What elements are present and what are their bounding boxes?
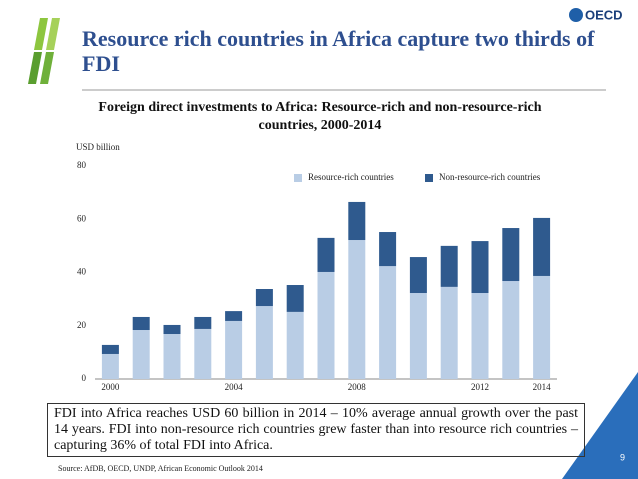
y-tick-label: 60 [77,213,87,223]
bar-segment [286,311,304,379]
bar-segment [317,271,335,379]
bar-segment [379,232,397,267]
legend-label: Non-resource-rich countries [439,172,541,182]
bar-segment [317,237,335,272]
bar-segment [409,257,427,294]
logo-globe [569,8,583,22]
bar-segment [194,316,212,329]
bar-segment [533,275,551,379]
bar-segment [255,289,273,307]
bar-segment [132,330,150,379]
y-tick-label: 0 [82,373,87,383]
source: Source: AfDB, OECD, UNDP, African Econom… [58,464,263,473]
bar-segment [286,285,304,312]
x-tick-label: 2014 [533,382,552,392]
bar-segment [194,328,212,379]
bar-segment [101,353,119,379]
bar-segment [348,240,366,379]
bar-segment [163,324,181,335]
legend-swatch [294,174,302,182]
logo-slash [34,18,48,50]
bar-segment [502,228,520,282]
bar-segment [163,334,181,379]
corner-triangle [562,372,638,479]
logo-slash [40,52,54,84]
logo-slash [28,52,42,84]
page-number: 9 [620,452,625,462]
y-tick-label: 40 [77,267,87,277]
x-tick-label: 2012 [471,382,489,392]
y-tick-label: 80 [77,160,87,170]
bar-segment [440,286,458,379]
callout: FDI into Africa reaches USD 60 billion i… [47,403,585,457]
bar-segment [440,245,458,287]
bar-segment [255,306,273,379]
logo-slash [46,18,60,50]
bar-segment [471,293,489,379]
y-tick-label: 20 [77,320,87,330]
bar-segment [379,266,397,379]
x-tick-label: 2004 [225,382,244,392]
slide-title: Resource rich countries in Africa captur… [82,26,595,76]
bar-segment [225,311,243,321]
legend-swatch [425,174,433,182]
bar-segment [348,201,366,241]
y-axis-label: USD billion [76,142,120,152]
legend-label: Resource-rich countries [308,172,394,182]
logo-text: OECD [585,7,623,22]
bar-segment [409,293,427,379]
bar-segment [471,241,489,294]
bar-segment [101,344,119,354]
bar-segment [502,281,520,379]
chart-title: Foreign direct investments to Africa: Re… [98,100,542,133]
bar-segment [533,217,551,276]
bar-segment [225,320,243,379]
x-tick-label: 2000 [101,382,120,392]
bar-segment [132,316,150,331]
x-tick-label: 2008 [348,382,367,392]
